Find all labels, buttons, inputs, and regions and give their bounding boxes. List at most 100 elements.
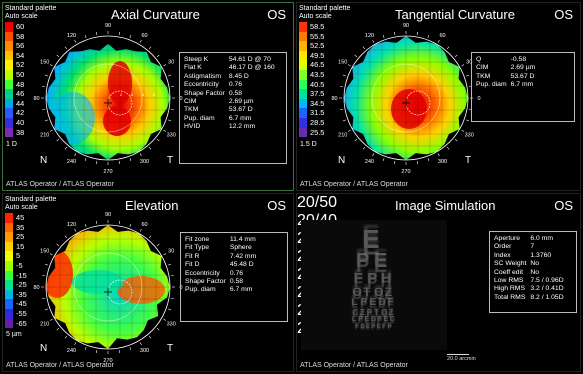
scale-value: -45 [16, 299, 27, 309]
scale-swatch [299, 98, 307, 109]
outer-ring [45, 35, 171, 161]
angle-tick [56, 327, 60, 331]
angle-tick [64, 46, 68, 50]
chart-letter: O [374, 284, 384, 299]
angle-tick [354, 138, 358, 142]
operator-label: ATLAS Operator / ATLAS Operator [300, 181, 408, 188]
angle-tick [84, 158, 87, 162]
axial-curvature-panel[interactable]: Standard palette Auto scale Axial Curvat… [2, 2, 294, 191]
info-row: CIM 2.69 µm [184, 98, 279, 106]
info-row: Low RMS 7.5 / 0.96D [494, 277, 568, 285]
info-key: Eccentricity [185, 269, 220, 277]
color-scale[interactable]: 58.5 55.5 52.5 49.5 46.5 43.5 40.5 37.5 34.5 31.5… [299, 22, 333, 138]
chart-letter: L [351, 297, 358, 309]
angle-tick [49, 253, 53, 256]
angle-label: 330 [167, 133, 176, 139]
info-row: CIM 2.69 µm [476, 64, 539, 72]
angle-tick [118, 349, 120, 354]
chart-letter: D [370, 316, 376, 324]
angle-tick [118, 220, 120, 225]
tangential-curvature-panel[interactable]: Standard palette Auto scale Tangential C… [296, 2, 581, 191]
scale-value: 25 [16, 232, 25, 242]
angle-tick [168, 74, 172, 77]
angle-tick [41, 86, 46, 88]
scale-step: 55.5 [299, 31, 333, 42]
tangential-curvature-map[interactable]: 9060300330300270240210180150120 [331, 23, 481, 173]
color-scale[interactable]: 45 35 25 15 5 -5 -15 -25 -35 -45 -55 -65 [5, 213, 33, 329]
info-value: 54.61 D @ 70 [228, 56, 271, 63]
chart-letter: C [352, 307, 359, 317]
chart-letter: Z [388, 307, 394, 317]
info-value: 53.67 D [510, 72, 535, 80]
chart-letter: F [387, 297, 394, 309]
scale-swatch [5, 232, 13, 242]
scale-value: 56 [16, 41, 25, 51]
angle-tick [437, 39, 440, 43]
angle-tick [129, 34, 132, 38]
scale-unit: 5 µm [6, 331, 22, 338]
scale-swatch [299, 127, 307, 138]
eye-label: OS [554, 7, 573, 22]
angle-tick [74, 228, 77, 232]
chart-letter: T [363, 284, 371, 299]
scale-swatch [5, 89, 13, 99]
chart-letter: E [365, 324, 370, 331]
angle-tick [96, 349, 98, 354]
info-key: HVID [184, 123, 201, 131]
scale-step: 43.5 [299, 69, 333, 80]
angle-label: 30 [168, 60, 174, 66]
scale-step: -45 [5, 299, 33, 309]
scale-value: 35 [16, 222, 25, 232]
ring [371, 63, 441, 133]
angle-tick [96, 220, 98, 225]
angle-tick [84, 34, 87, 38]
scale-value: 37.5 [310, 89, 325, 99]
angle-tick [148, 235, 152, 239]
angle-tick [74, 39, 77, 43]
info-row: Fit zone 11.4 mm [185, 236, 260, 244]
info-key: Steep K [184, 56, 209, 63]
angle-label: 60 [141, 222, 147, 228]
temporal-label: T [167, 343, 174, 354]
elevation-panel[interactable]: Standard palette Auto scale Elevation OS… [2, 193, 294, 372]
scale-value: -25 [16, 280, 27, 290]
angle-label: 150 [40, 249, 49, 255]
scale-value: 28.5 [310, 117, 325, 127]
eye-label: OS [267, 198, 286, 213]
info-row: Eccentricity 0.76 [185, 270, 260, 278]
angle-tick [156, 138, 160, 142]
angle-tick [44, 308, 48, 311]
info-value: -0.58 [510, 56, 527, 63]
info-value: 12.2 mm [228, 123, 256, 131]
angle-tick [64, 335, 68, 339]
angle-tick [354, 54, 358, 58]
angle-tick [84, 347, 87, 351]
info-value: 6.7 mm [510, 81, 534, 89]
scale-step: 37.5 [299, 89, 333, 99]
info-value: 6.7 mm [228, 114, 252, 122]
angle-tick [44, 263, 48, 266]
scale-swatch [5, 270, 13, 281]
scale-swatch [299, 41, 307, 51]
axial-curvature-map[interactable]: 90603003303002702402101801501202468 [33, 23, 183, 173]
info-row: Aperture 6.0 mm [494, 235, 568, 243]
scale-value: 43.5 [310, 69, 325, 79]
info-value: 46.17 D @ 160 [228, 64, 275, 72]
operator-label: ATLAS Operator / ATLAS Operator [6, 181, 114, 188]
scale-value: 38 [16, 127, 25, 137]
scale-value: 52.5 [310, 41, 325, 51]
angle-tick [446, 46, 450, 50]
scale-step: 56 [5, 41, 33, 51]
panel-title: Elevation [125, 198, 179, 213]
scale-step: 25 [5, 232, 33, 242]
chart-letter: H [380, 269, 392, 287]
info-value: 0.58 [229, 278, 244, 286]
scale-step: 5 [5, 251, 33, 261]
scale-value: 58.5 [310, 22, 325, 31]
info-value: 2.69 µm [510, 64, 536, 72]
elevation-map[interactable]: 9060300330300270240210180150120 [33, 212, 183, 362]
color-scale[interactable]: 60 58 56 54 52 50 48 46 44 42 40 38 [5, 22, 33, 138]
scale-step: 58 [5, 31, 33, 42]
